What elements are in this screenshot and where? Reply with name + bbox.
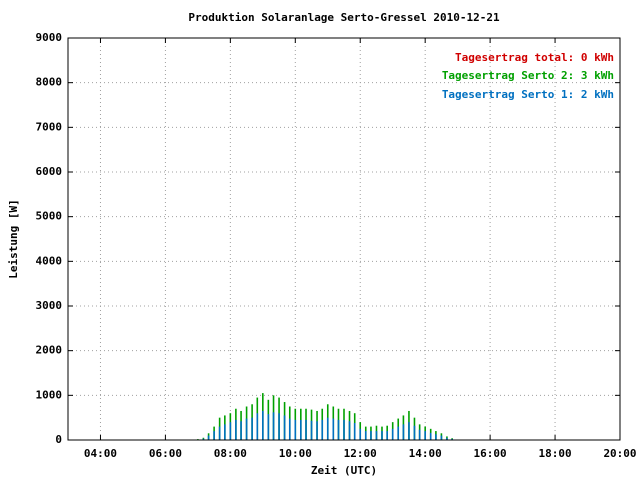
y-tick-label: 4000 (36, 254, 63, 267)
plot-frame (67, 37, 621, 441)
x-tick-label: 06:00 (149, 447, 182, 460)
legend-label: Tagesertrag Serto 2: 3 kWh (442, 69, 614, 82)
y-axis-label: Leistung [W] (7, 199, 20, 278)
y-tick-label: 3000 (36, 299, 63, 312)
y-tick-label: 1000 (36, 388, 63, 401)
x-tick-label: 10:00 (279, 447, 312, 460)
y-tick-label: 9000 (36, 31, 63, 44)
y-tick-label: 0 (55, 433, 62, 446)
y-tick-label: 2000 (36, 344, 63, 357)
legend-label: Tagesertrag total: 0 kWh (455, 51, 614, 64)
x-tick-label: 08:00 (214, 447, 247, 460)
y-tick-label: 8000 (36, 76, 63, 89)
x-tick-label: 20:00 (603, 447, 636, 460)
x-tick-label: 14:00 (409, 447, 442, 460)
x-tick-label: 16:00 (474, 447, 507, 460)
y-tick-label: 6000 (36, 165, 63, 178)
x-tick-label: 18:00 (538, 447, 571, 460)
y-tick-label: 5000 (36, 210, 63, 223)
x-tick-label: 12:00 (344, 447, 377, 460)
chart-title: Produktion Solaranlage Serto-Gressel 201… (188, 11, 500, 24)
legend-label: Tagesertrag Serto 1: 2 kWh (442, 88, 614, 101)
y-tick-label: 7000 (36, 120, 63, 133)
x-tick-label: 04:00 (84, 447, 117, 460)
x-axis-label: Zeit (UTC) (311, 464, 377, 477)
